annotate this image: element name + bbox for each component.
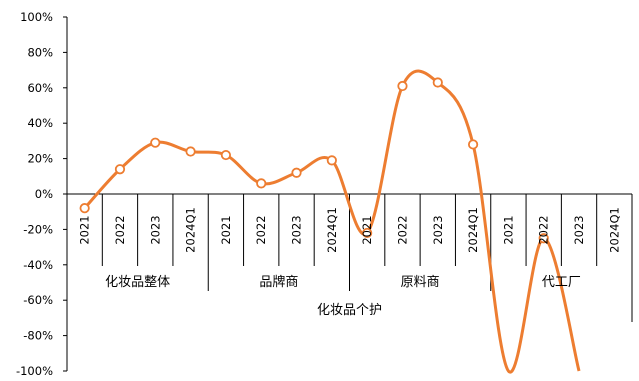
x-tick-label: 2022 [113, 215, 127, 244]
data-point [114, 164, 126, 175]
top-category-label: 化妆品个护 [317, 303, 382, 318]
category-labels: 2021 2022 2023 2024Q1 化妆品整体 2021 2022 2023 2024Q… [78, 207, 622, 318]
y-tick-label: 0% [35, 187, 53, 201]
x-tick-label: 2024Q1 [607, 207, 621, 253]
y-tick-label: -60% [23, 293, 53, 307]
group-label: 品牌商 [259, 274, 298, 290]
y-tick-label: 60% [27, 81, 53, 95]
series-markers [79, 77, 549, 244]
x-tick-label: 2024Q1 [466, 207, 480, 253]
data-point [220, 149, 232, 161]
data-point [256, 178, 267, 189]
data-point [150, 137, 161, 148]
data-point [538, 233, 549, 244]
y-axis: -100% -80% -60% -40% -20% 0% 20% 40% 60% 80% 100% [16, 10, 68, 378]
data-point [326, 155, 337, 166]
data-point [432, 77, 443, 88]
x-tick-label: 2022 [254, 215, 268, 244]
x-tick-label: 2023 [431, 215, 445, 244]
x-tick-label: 2022 [537, 215, 551, 244]
y-tick-label: 80% [27, 45, 53, 59]
x-tick-label: 2023 [572, 215, 586, 244]
y-tick-label: -80% [23, 329, 53, 343]
data-point [79, 203, 90, 214]
data-point [291, 167, 302, 178]
x-tick-label: 2021 [360, 215, 374, 244]
x-tick-label: 2021 [78, 215, 92, 244]
y-tick-label: -100% [16, 364, 53, 378]
group-label: 原料商 [401, 275, 440, 290]
group-label: 代工厂 [542, 275, 581, 290]
x-tick-label: 2023 [290, 215, 304, 244]
group-label: 化妆品整体 [105, 275, 170, 290]
y-tick-label: -20% [23, 222, 53, 236]
data-point [397, 80, 408, 92]
x-axis [66, 193, 633, 322]
x-tick-label: 2021 [501, 215, 515, 244]
x-tick-label: 2023 [148, 215, 162, 244]
x-tick-label: 2024Q1 [325, 207, 339, 253]
x-tick-label: 2021 [219, 215, 233, 244]
data-point [362, 227, 373, 239]
y-tick-label: -40% [23, 258, 53, 272]
y-tick-label: 100% [20, 10, 53, 24]
data-point [467, 139, 479, 150]
x-tick-label: 2022 [395, 215, 409, 244]
data-point [185, 146, 196, 157]
y-tick-label: 20% [27, 152, 53, 166]
x-tick-label: 2024Q1 [184, 207, 198, 253]
y-tick-label: 40% [27, 116, 53, 130]
